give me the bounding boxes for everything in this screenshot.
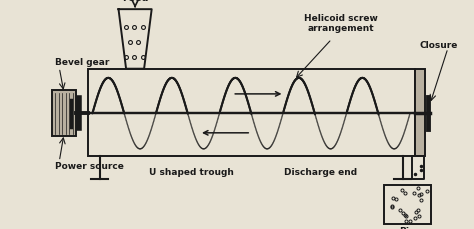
Text: U shaped trough: U shaped trough — [149, 168, 234, 177]
Text: Feed: Feed — [122, 0, 148, 3]
Bar — [52, 90, 76, 136]
Text: Discharge end: Discharge end — [284, 168, 357, 177]
Text: Helicoid screw
arrangement: Helicoid screw arrangement — [304, 14, 378, 33]
Bar — [415, 69, 425, 156]
Bar — [384, 185, 431, 224]
Text: Power source: Power source — [55, 161, 123, 171]
Text: Bin: Bin — [400, 227, 416, 229]
Text: Bevel gear: Bevel gear — [55, 58, 109, 68]
Text: Closure: Closure — [419, 41, 457, 50]
Bar — [88, 69, 415, 156]
